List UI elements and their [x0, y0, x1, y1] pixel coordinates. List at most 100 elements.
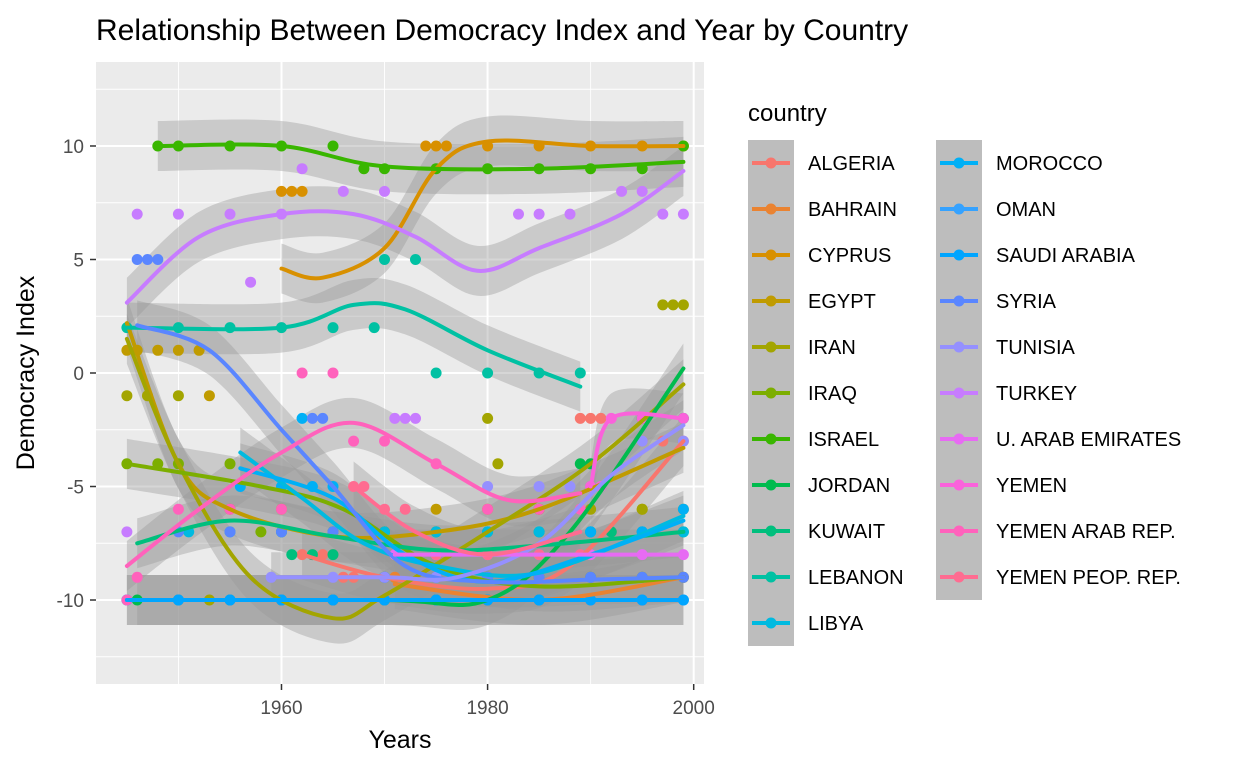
legend-label: IRAQ [808, 383, 857, 405]
legend-label: TURKEY [996, 383, 1077, 405]
legend-key-point [765, 433, 777, 445]
legend-label: EGYPT [808, 291, 876, 313]
legend-label: U. ARAB EMIRATES [996, 429, 1181, 451]
data-point [533, 526, 545, 538]
data-point [152, 254, 164, 265]
smooth-line-turkey [124, 169, 686, 305]
legend-key-point [953, 525, 965, 537]
legend-key-point [953, 203, 965, 215]
data-point [492, 458, 504, 470]
smooth-line-kuwait [135, 518, 686, 553]
data-point [657, 208, 669, 220]
legend-label: YEMEN PEOP. REP. [996, 567, 1181, 589]
legend-label: SAUDI ARABIA [996, 245, 1136, 267]
data-point [379, 185, 390, 197]
legend-item-tunisia: TUNISIA [936, 324, 1076, 370]
data-point [317, 412, 329, 424]
smooth-line-algeria [300, 439, 686, 591]
data-point [172, 503, 184, 515]
legend-key-point [953, 387, 965, 399]
x-tick-label: 1960 [260, 698, 302, 719]
data-point [677, 299, 689, 311]
data-point [152, 344, 164, 356]
data-point [296, 185, 308, 197]
data-point [172, 390, 184, 402]
x-tick-label: 1980 [466, 698, 508, 719]
legend-item-yemen: YEMEN [936, 462, 1067, 508]
band-israel [157, 119, 684, 195]
data-point [286, 185, 298, 197]
legend-item-lebanon: LEBANON [748, 554, 904, 600]
data-point [513, 208, 524, 220]
data-point [337, 185, 349, 197]
smooth-line-syria [135, 323, 686, 585]
y-tick-label: -10 [57, 591, 84, 612]
y-axis-ticks: 10 5 0 -5 -10 [57, 137, 96, 612]
legend-label: LEBANON [808, 567, 904, 589]
data-point [121, 526, 133, 538]
data-point [657, 299, 669, 311]
data-point [574, 458, 586, 470]
data-point [585, 526, 597, 538]
legend-item-jordan: JORDAN [748, 462, 890, 508]
data-point [482, 503, 494, 515]
data-point [574, 367, 586, 379]
data-point [379, 254, 390, 265]
smooth-line-tunisia [269, 423, 686, 582]
data-point [131, 254, 143, 265]
legend-key-point [953, 249, 965, 261]
legend-key-point [765, 341, 777, 353]
legend-item-bahrain: BAHRAIN [748, 186, 897, 232]
chart-title: Relationship Between Democracy Index and… [96, 14, 908, 47]
band-turkey [126, 146, 684, 328]
points-turkey [121, 163, 689, 538]
data-point [430, 367, 442, 379]
data-point [389, 412, 401, 424]
data-point [327, 549, 339, 561]
legend-key-point [953, 571, 965, 583]
y-axis-title: Democracy Index [12, 275, 40, 470]
data-point [306, 412, 318, 424]
data-point [224, 208, 236, 220]
smooth-lines [124, 138, 686, 621]
legend-item-syria: SYRIA [936, 278, 1057, 324]
smooth-line-yemen [588, 411, 686, 489]
data-point [121, 390, 133, 402]
plot-panel [96, 62, 704, 684]
legend-item-israel: ISRAEL [748, 416, 879, 462]
legend-key-point [765, 157, 777, 169]
data-point [636, 185, 648, 197]
band-algeria [302, 416, 684, 614]
data-point [317, 549, 329, 561]
x-axis-ticks: 1960 1980 2000 [260, 684, 715, 719]
legend-key-point [953, 479, 965, 491]
data-point [172, 344, 184, 356]
legend-item-iraq: IRAQ [748, 370, 857, 416]
legend-item-saudi-arabia: SAUDI ARABIA [936, 232, 1136, 278]
data-point [276, 185, 287, 197]
data-point [533, 208, 545, 220]
legend-key-point [765, 617, 777, 629]
data-point [203, 390, 215, 402]
data-point [595, 412, 607, 424]
data-point [224, 458, 236, 470]
data-point [172, 208, 184, 220]
smooth-line-iraq [124, 461, 686, 589]
data-point [585, 412, 597, 424]
band-tunisia [271, 400, 684, 605]
data-point [616, 185, 628, 197]
legend-label: MOROCCO [996, 153, 1103, 175]
data-point [286, 549, 298, 561]
legend-key-point [765, 203, 777, 215]
data-point [482, 412, 494, 424]
data-point [420, 140, 432, 152]
data-point [430, 140, 442, 152]
legend-key-point [765, 249, 777, 261]
data-point [533, 481, 545, 492]
data-point [574, 412, 586, 424]
data-point [482, 367, 494, 379]
smooth-line-israel [155, 142, 686, 172]
data-point [368, 322, 380, 334]
legend-label: SYRIA [996, 291, 1057, 313]
legend-item-algeria: ALGERIA [748, 140, 895, 186]
